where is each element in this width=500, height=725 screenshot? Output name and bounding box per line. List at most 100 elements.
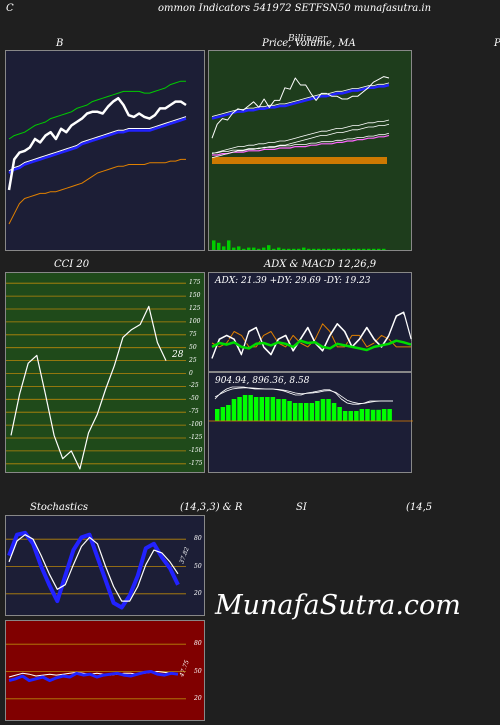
volume-bar bbox=[302, 247, 306, 250]
volume-bar bbox=[237, 246, 241, 250]
stoch-panel: 80 50 20 37.82 bbox=[5, 515, 205, 616]
macd-histogram-bar bbox=[342, 411, 348, 421]
cci-tick-label: -75 bbox=[189, 408, 199, 416]
bollinger-panel bbox=[5, 50, 205, 251]
stoch-d-line bbox=[8, 534, 179, 602]
macd-histogram-bar bbox=[220, 407, 226, 421]
cci-tick-label: -100 bbox=[189, 421, 203, 429]
rsi-tick-label: 50 bbox=[194, 667, 202, 675]
macd-histogram-bar bbox=[226, 405, 231, 421]
macd-histogram-bar bbox=[231, 399, 237, 421]
rsi-params: (14,5 bbox=[406, 502, 433, 513]
volume-bar bbox=[252, 247, 256, 250]
rsi-tick-label: 80 bbox=[194, 640, 202, 648]
price-right-edge: P bbox=[494, 38, 500, 49]
volume-bar bbox=[267, 245, 271, 250]
price-chart bbox=[211, 76, 390, 250]
macd-histogram-bar bbox=[270, 397, 276, 421]
volume-bar bbox=[337, 248, 341, 250]
price-overlay-label: Billinger bbox=[288, 34, 328, 44]
stoch-tick-label: 80 bbox=[194, 535, 202, 543]
price-line bbox=[211, 76, 390, 139]
volume-bar bbox=[217, 242, 221, 250]
price-ma-short-line bbox=[211, 83, 390, 120]
volume-bar bbox=[342, 248, 346, 250]
price-panel bbox=[208, 50, 412, 251]
volume-bar bbox=[332, 248, 336, 250]
cci-title: CCI 20 bbox=[54, 259, 90, 270]
macd-histogram-bar bbox=[359, 409, 365, 421]
boll-middle-line bbox=[8, 117, 187, 175]
volume-bar bbox=[227, 240, 231, 250]
cci-tick-label: 175 bbox=[189, 279, 201, 287]
macd-histogram-bar bbox=[287, 401, 292, 421]
macd-histogram-bar bbox=[348, 411, 353, 421]
price-ma-long-line bbox=[212, 134, 390, 156]
adx-chart bbox=[211, 311, 412, 362]
cci-line bbox=[10, 305, 167, 470]
volume-bar bbox=[222, 246, 226, 250]
macd-histogram-bar bbox=[326, 399, 331, 421]
volume-bar bbox=[377, 248, 381, 250]
volume-bar bbox=[382, 248, 386, 250]
macd-histogram-bar bbox=[253, 397, 259, 421]
macd-histogram-bar bbox=[320, 399, 326, 421]
volume-bar bbox=[277, 247, 281, 250]
stoch-title: Stochastics bbox=[30, 502, 88, 513]
cci-tick-label: -50 bbox=[189, 395, 199, 403]
volume-bar bbox=[347, 248, 351, 250]
cci-tick-label: 0 bbox=[189, 369, 193, 377]
macd-histogram-bar bbox=[354, 411, 359, 421]
stoch-tick-label: 50 bbox=[194, 562, 202, 570]
cci-tick-label: 50 bbox=[189, 343, 197, 351]
volume-bar bbox=[287, 248, 291, 250]
macd-histogram-bar bbox=[381, 409, 387, 421]
rsi-line bbox=[8, 670, 179, 683]
cci-tick-label: -25 bbox=[189, 382, 199, 390]
adx-plus-di-line bbox=[211, 311, 412, 359]
macd-histogram-bar bbox=[276, 399, 281, 421]
macd-chart bbox=[209, 386, 413, 422]
macd-histogram-bar bbox=[298, 403, 303, 421]
cci-tick-label: -125 bbox=[189, 434, 203, 442]
cci-tick-label: -175 bbox=[189, 459, 203, 467]
stoch-tick-label: 20 bbox=[194, 589, 202, 597]
volume-bar bbox=[247, 247, 251, 250]
cci-tick-label: 150 bbox=[189, 292, 201, 300]
boll-middle-edge bbox=[8, 116, 187, 172]
adx-readout: ADX: 21.39 +DY: 29.69 -DY: 19.23 bbox=[215, 276, 371, 286]
volume-bar bbox=[282, 248, 286, 250]
rsi-chart bbox=[6, 643, 186, 700]
cci-tick-label: 100 bbox=[189, 317, 201, 325]
price-title: Price, Volume, MA bbox=[262, 38, 356, 49]
rsi-tick-label: 20 bbox=[194, 694, 202, 702]
page-title: ommon Indicators 541972 SETFSN50 munafas… bbox=[158, 3, 432, 14]
volume-bar bbox=[257, 248, 261, 250]
volume-bar bbox=[312, 248, 316, 250]
macd-panel: 904.94, 896.36, 8.58 bbox=[208, 372, 413, 473]
price-orange-band bbox=[212, 157, 387, 164]
watermark: MunafaSutra.com bbox=[215, 590, 461, 621]
cci-tick-label: 125 bbox=[189, 304, 201, 312]
volume-bar bbox=[372, 248, 376, 250]
cci-tick-label: 75 bbox=[189, 330, 197, 338]
price-ma-long-edge bbox=[212, 132, 390, 154]
macd-histogram-bar bbox=[259, 397, 264, 421]
macd-signal-line bbox=[214, 387, 393, 404]
macd-histogram-bar bbox=[242, 395, 248, 421]
volume-bar bbox=[297, 248, 301, 250]
cci-chart bbox=[6, 282, 186, 470]
volume-bar bbox=[292, 248, 296, 250]
adx-panel: ADX: 21.39 +DY: 29.69 -DY: 19.23 bbox=[208, 272, 412, 372]
macd-histogram-bar bbox=[315, 401, 320, 421]
macd-histogram-bar bbox=[237, 397, 242, 421]
macd-histogram-bar bbox=[337, 407, 342, 421]
volume-bar bbox=[212, 240, 216, 250]
volume-bar bbox=[317, 248, 321, 250]
macd-histogram-bar bbox=[215, 409, 220, 421]
boll-price-line bbox=[7, 96, 187, 191]
macd-readout: 904.94, 896.36, 8.58 bbox=[215, 376, 310, 386]
volume-bar bbox=[242, 248, 246, 250]
volume-bar bbox=[362, 248, 366, 250]
stoch-k-line bbox=[7, 530, 180, 610]
